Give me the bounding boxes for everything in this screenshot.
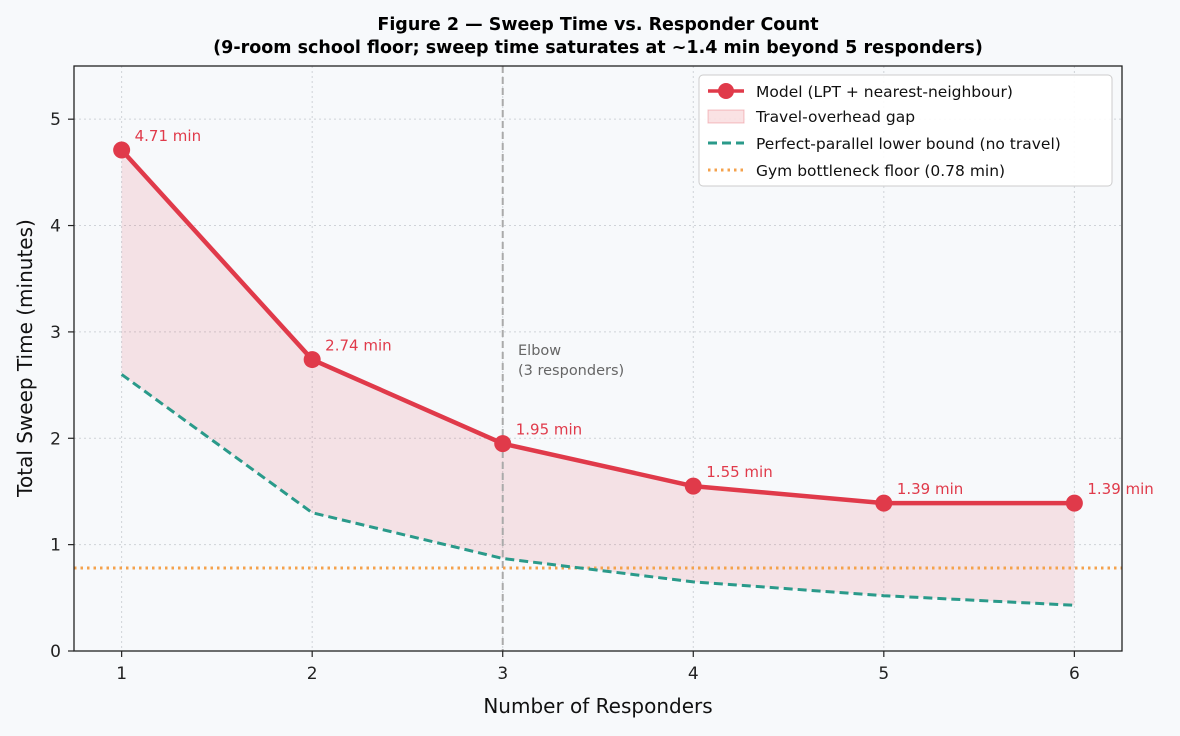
data-label: 1.95 min bbox=[516, 421, 582, 439]
x-tick-label: 1 bbox=[116, 664, 127, 684]
y-tick-label: 3 bbox=[50, 323, 61, 343]
x-axis-label: Number of Responders bbox=[483, 694, 712, 718]
plot-frame bbox=[73, 65, 1123, 652]
x-tick-label: 4 bbox=[688, 664, 699, 684]
chart-title-line1: Figure 2 — Sweep Time vs. Responder Coun… bbox=[377, 15, 818, 35]
x-tick-label: 3 bbox=[497, 664, 508, 684]
series-model-point bbox=[875, 494, 893, 512]
series-model-point bbox=[1065, 494, 1083, 512]
y-tick-label: 2 bbox=[50, 429, 61, 449]
legend-swatch-model-marker bbox=[718, 83, 734, 99]
legend: Model (LPT + nearest-neighbour) Travel-o… bbox=[698, 74, 1113, 187]
y-tick-label: 1 bbox=[50, 536, 61, 556]
travel-overhead-gap-area bbox=[121, 150, 1075, 606]
series-model-line bbox=[119, 148, 1075, 506]
y-tick-label: 5 bbox=[50, 110, 61, 130]
y-axis-label: Total Sweep Time (minutes) bbox=[13, 219, 37, 498]
y-tick-label: 0 bbox=[50, 642, 61, 662]
data-label: 1.39 min bbox=[1087, 480, 1153, 498]
data-label: 4.71 min bbox=[135, 127, 201, 145]
legend-label-lower-bound: Perfect-parallel lower bound (no travel) bbox=[756, 135, 1061, 153]
series-model-point bbox=[113, 141, 131, 159]
axes: 1 2 3 4 5 6 0 1 2 3 4 5 bbox=[50, 65, 1123, 684]
reference-lines bbox=[74, 66, 1122, 651]
series-model-point bbox=[303, 351, 321, 369]
legend-item-gym-floor: Gym bottleneck floor (0.78 min) bbox=[708, 162, 1005, 180]
y-tick-label: 4 bbox=[50, 217, 61, 237]
chart-title-line2: (9-room school floor; sweep time saturat… bbox=[213, 38, 983, 58]
legend-item-gap: Travel-overhead gap bbox=[707, 108, 915, 126]
legend-label-model: Model (LPT + nearest-neighbour) bbox=[756, 83, 1013, 101]
legend-item-lower-bound: Perfect-parallel lower bound (no travel) bbox=[708, 135, 1061, 153]
data-label: 1.55 min bbox=[706, 463, 772, 481]
legend-label-gap: Travel-overhead gap bbox=[755, 108, 915, 126]
legend-swatch-gap bbox=[707, 109, 745, 124]
x-tick-label: 2 bbox=[307, 664, 318, 684]
series-lower-bound-line bbox=[120, 373, 1075, 607]
legend-label-gym-floor: Gym bottleneck floor (0.78 min) bbox=[756, 162, 1005, 180]
legend-box bbox=[698, 74, 1113, 187]
data-label: 1.39 min bbox=[897, 480, 963, 498]
data-label: 2.74 min bbox=[325, 337, 391, 355]
series bbox=[113, 141, 1083, 607]
elbow-annotation-line2: (3 responders) bbox=[518, 363, 624, 379]
data-labels: 4.71 min 2.74 min 1.95 min 1.55 min 1.39 min… bbox=[135, 127, 1154, 498]
series-model-point bbox=[684, 477, 702, 495]
x-tick-label: 5 bbox=[878, 664, 889, 684]
travel-overhead-area bbox=[121, 150, 1075, 606]
x-tick-label: 6 bbox=[1069, 664, 1080, 684]
elbow-annotation-line1: Elbow bbox=[518, 343, 561, 359]
legend-item-model: Model (LPT + nearest-neighbour) bbox=[708, 83, 1013, 101]
series-model-point bbox=[494, 435, 512, 453]
